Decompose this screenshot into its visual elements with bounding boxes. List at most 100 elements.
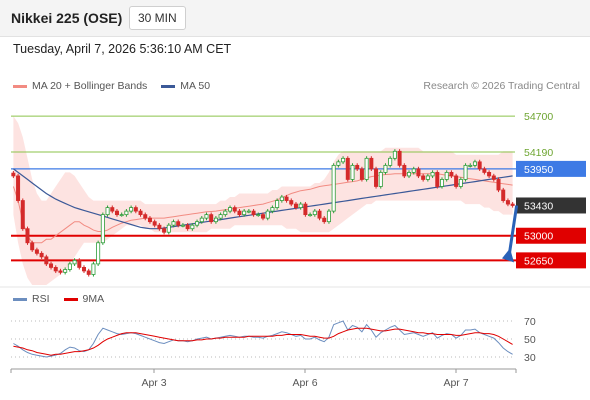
level-label-53000: 53000 (524, 231, 553, 243)
candle-body (228, 207, 233, 212)
candle-body (39, 252, 44, 258)
candle-body (147, 217, 152, 223)
candle-body (407, 172, 412, 177)
legend-label-ma50: MA 50 (180, 80, 211, 92)
timestamp: Tuesday, April 7, 2026 5:36:10 AM CET (13, 42, 232, 56)
candle-body (53, 267, 58, 272)
candle-body (322, 217, 327, 223)
candle-body (468, 164, 473, 167)
timeframe-button[interactable]: 30 MIN (129, 6, 186, 30)
candle-body (439, 179, 444, 187)
legend-label-bollinger: MA 20 + Bollinger Bands (32, 80, 148, 92)
rsi-legend: RSI 9MA (13, 293, 118, 305)
candle-body (91, 263, 96, 275)
candle-body (444, 172, 449, 180)
candle-body (242, 210, 247, 216)
legend-label-9ma: 9MA (82, 293, 105, 305)
candle-body (374, 168, 379, 187)
candle-body (265, 210, 270, 219)
candle-body (256, 214, 261, 217)
price-legend: MA 20 + Bollinger Bands MA 50 (13, 80, 224, 92)
chart-header: Nikkei 225 (OSE) 30 MIN (0, 0, 590, 37)
instrument-title: Nikkei 225 (OSE) (11, 10, 123, 26)
level-tag-53000 (516, 227, 586, 244)
candle-body (124, 210, 129, 216)
candle-body (171, 221, 176, 226)
candle-body (251, 210, 256, 216)
candle-body (185, 224, 190, 230)
legend-item-bollinger: MA 20 + Bollinger Bands (13, 80, 147, 92)
candle-body (11, 172, 16, 177)
candle-body (397, 150, 402, 166)
candle-body (63, 269, 68, 273)
time-tick-label: Apr 6 (292, 377, 317, 389)
candle-body (284, 196, 289, 201)
legend-item-rsi: RSI (13, 293, 50, 305)
legend-swatch-ma50 (161, 84, 176, 88)
candle-body (425, 175, 430, 180)
level-tag-52650 (516, 252, 586, 269)
candle-body (392, 150, 397, 159)
candle-body (472, 161, 477, 166)
candle-body (157, 224, 162, 230)
rsi-tick-70: 70 (524, 316, 536, 328)
candle-body (260, 214, 265, 219)
candle-body (204, 214, 209, 219)
candle-body (388, 157, 393, 166)
rsi-tick-30: 30 (524, 352, 536, 364)
candle-body (34, 249, 39, 254)
candle-body (359, 168, 364, 180)
candle-body (162, 228, 167, 233)
forecast-arrow-head (502, 248, 514, 263)
credit-text: Research © 2026 Trading Central (423, 80, 580, 92)
candle-body (308, 214, 313, 217)
candle-body (487, 172, 492, 177)
candle-body (20, 200, 25, 230)
candle-body (138, 210, 143, 216)
candle-body (199, 217, 204, 223)
candle-body (96, 242, 101, 265)
level-label-53430: 53430 (524, 200, 553, 212)
candle-body (458, 179, 463, 187)
candle-body (345, 157, 350, 180)
candle-body (110, 207, 115, 212)
candle-body (279, 196, 284, 201)
candle-body (510, 203, 515, 206)
candle-body (223, 210, 228, 216)
candle-body (383, 164, 388, 173)
level-tag-53430 (516, 197, 586, 214)
candle-body (129, 207, 134, 212)
candle-body (143, 214, 148, 219)
legend-swatch-rsi (13, 297, 27, 301)
candle-body (16, 175, 21, 201)
candle-body (293, 203, 298, 208)
candle-body (275, 200, 280, 208)
candle-body (114, 210, 119, 216)
time-axis: Apr 3 Apr 6 Apr 7 (10, 368, 517, 389)
candle-body (463, 164, 468, 180)
level-tag-53950 (516, 160, 586, 177)
level-label-54190: 54190 (524, 147, 553, 159)
candle-body (166, 224, 171, 233)
time-tick-label: Apr 7 (443, 377, 468, 389)
time-tick-label: Apr 3 (141, 377, 166, 389)
candle-body (355, 164, 360, 170)
candle-body (246, 210, 251, 213)
candle-body (364, 157, 369, 180)
candle-body (326, 210, 331, 223)
candle-body (195, 221, 200, 226)
candle-body (496, 179, 501, 191)
candle-body (237, 210, 242, 216)
candle-body (232, 207, 237, 212)
candle-body (100, 214, 105, 244)
candle-body (402, 164, 407, 177)
forecast-arrow-shaft (507, 205, 519, 257)
candle-body (213, 217, 218, 223)
legend-item-9ma: 9MA (63, 293, 105, 305)
candle-body (67, 263, 72, 270)
candle-body (369, 157, 374, 170)
bollinger-band-area (13, 116, 513, 285)
candle-body (209, 214, 214, 223)
candle-body (421, 175, 426, 180)
